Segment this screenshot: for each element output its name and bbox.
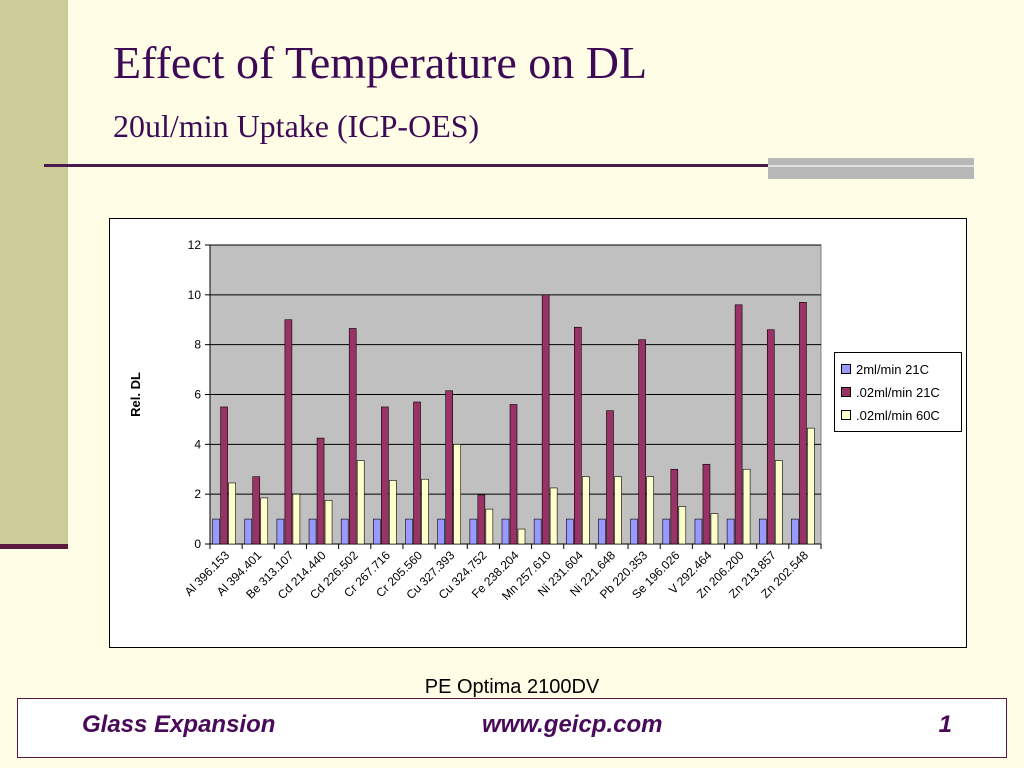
bar [284,319,293,545]
bar [292,493,301,545]
bar [485,508,494,545]
bar [758,518,767,545]
bar [445,390,453,545]
footer-website: www.geicp.com [482,711,663,738]
bar [316,437,325,545]
bar [614,476,622,545]
left-decorative-band [0,0,68,545]
bar [509,404,518,545]
bar [381,406,389,545]
y-tick-label: 2 [194,487,201,501]
y-axis-label: Rel. DL [128,372,143,417]
bar [678,506,687,545]
bar [228,482,236,545]
bar [670,468,679,545]
y-tick-label: 10 [188,288,202,302]
legend-swatch-2 [841,387,851,397]
chart-container: 0 2 4 6 8 10 12 Rel. DL Al 396.153 Al 394.401 Be 3… [109,218,967,648]
bar [389,480,397,545]
bar [549,487,558,545]
bar [308,518,317,545]
title-divider-accent-line [768,165,974,167]
bar [702,463,711,545]
bar [501,518,510,545]
bar [766,329,775,545]
chart-caption: PE Optima 2100DV [424,676,600,698]
bar [734,304,743,545]
bar [646,476,654,545]
bar [453,444,461,545]
bar [348,328,357,545]
bar [405,518,413,545]
y-tick-label: 12 [188,238,202,252]
bar [710,513,719,545]
bar [598,518,606,545]
bar [517,528,526,545]
bar [477,494,486,545]
bar [638,339,646,545]
bar [324,500,333,545]
slide-title: Effect of Temperature on DL [113,37,648,88]
title-divider-accent [768,158,974,179]
bar [220,406,228,545]
y-tick-label: 0 [194,537,201,551]
bar [566,518,574,545]
chart-legend: 2ml/min 21C .02ml/min 21C .02ml/min 60C [834,352,962,432]
bar [541,294,550,545]
bar [469,518,478,545]
bar [373,518,381,545]
bar [791,518,799,545]
legend-label-2: .02ml/min 21C [856,384,940,400]
legend-swatch-1 [841,364,851,374]
footer-company: Glass Expansion [82,711,276,738]
legend-item-series-1: 2ml/min 21C [841,361,929,377]
bar [662,518,671,545]
bar [356,460,365,545]
legend-label-1: 2ml/min 21C [856,361,929,377]
bar [260,497,269,545]
legend-swatch-3 [841,410,851,420]
bar [606,410,614,545]
bar [533,518,542,545]
bar [574,326,582,545]
slide-subtitle: 20ul/min Uptake (ICP-OES) [113,108,480,144]
bar [807,427,815,545]
bar [437,518,445,545]
bar [799,302,807,545]
bar [774,460,783,545]
bar [340,518,349,545]
bar [212,518,220,545]
bar [244,518,253,545]
legend-item-series-2: .02ml/min 21C [841,384,940,400]
bar [413,401,421,545]
bar [582,476,590,545]
footer-bar: Glass Expansion www.geicp.com 1 [17,698,1007,758]
bar [742,468,751,545]
y-tick-label: 4 [194,437,201,451]
legend-item-series-3: .02ml/min 60C [841,407,940,423]
bar [726,518,735,545]
title-divider [44,164,974,167]
footer-page-number: 1 [938,711,952,738]
left-band-rule [0,544,68,549]
bar [421,478,429,545]
bar [630,518,638,545]
bar [694,518,703,545]
bar [276,518,285,545]
legend-label-3: .02ml/min 60C [856,407,940,423]
y-tick-label: 8 [194,338,201,352]
bar [252,476,261,545]
y-tick-label: 6 [194,388,201,402]
